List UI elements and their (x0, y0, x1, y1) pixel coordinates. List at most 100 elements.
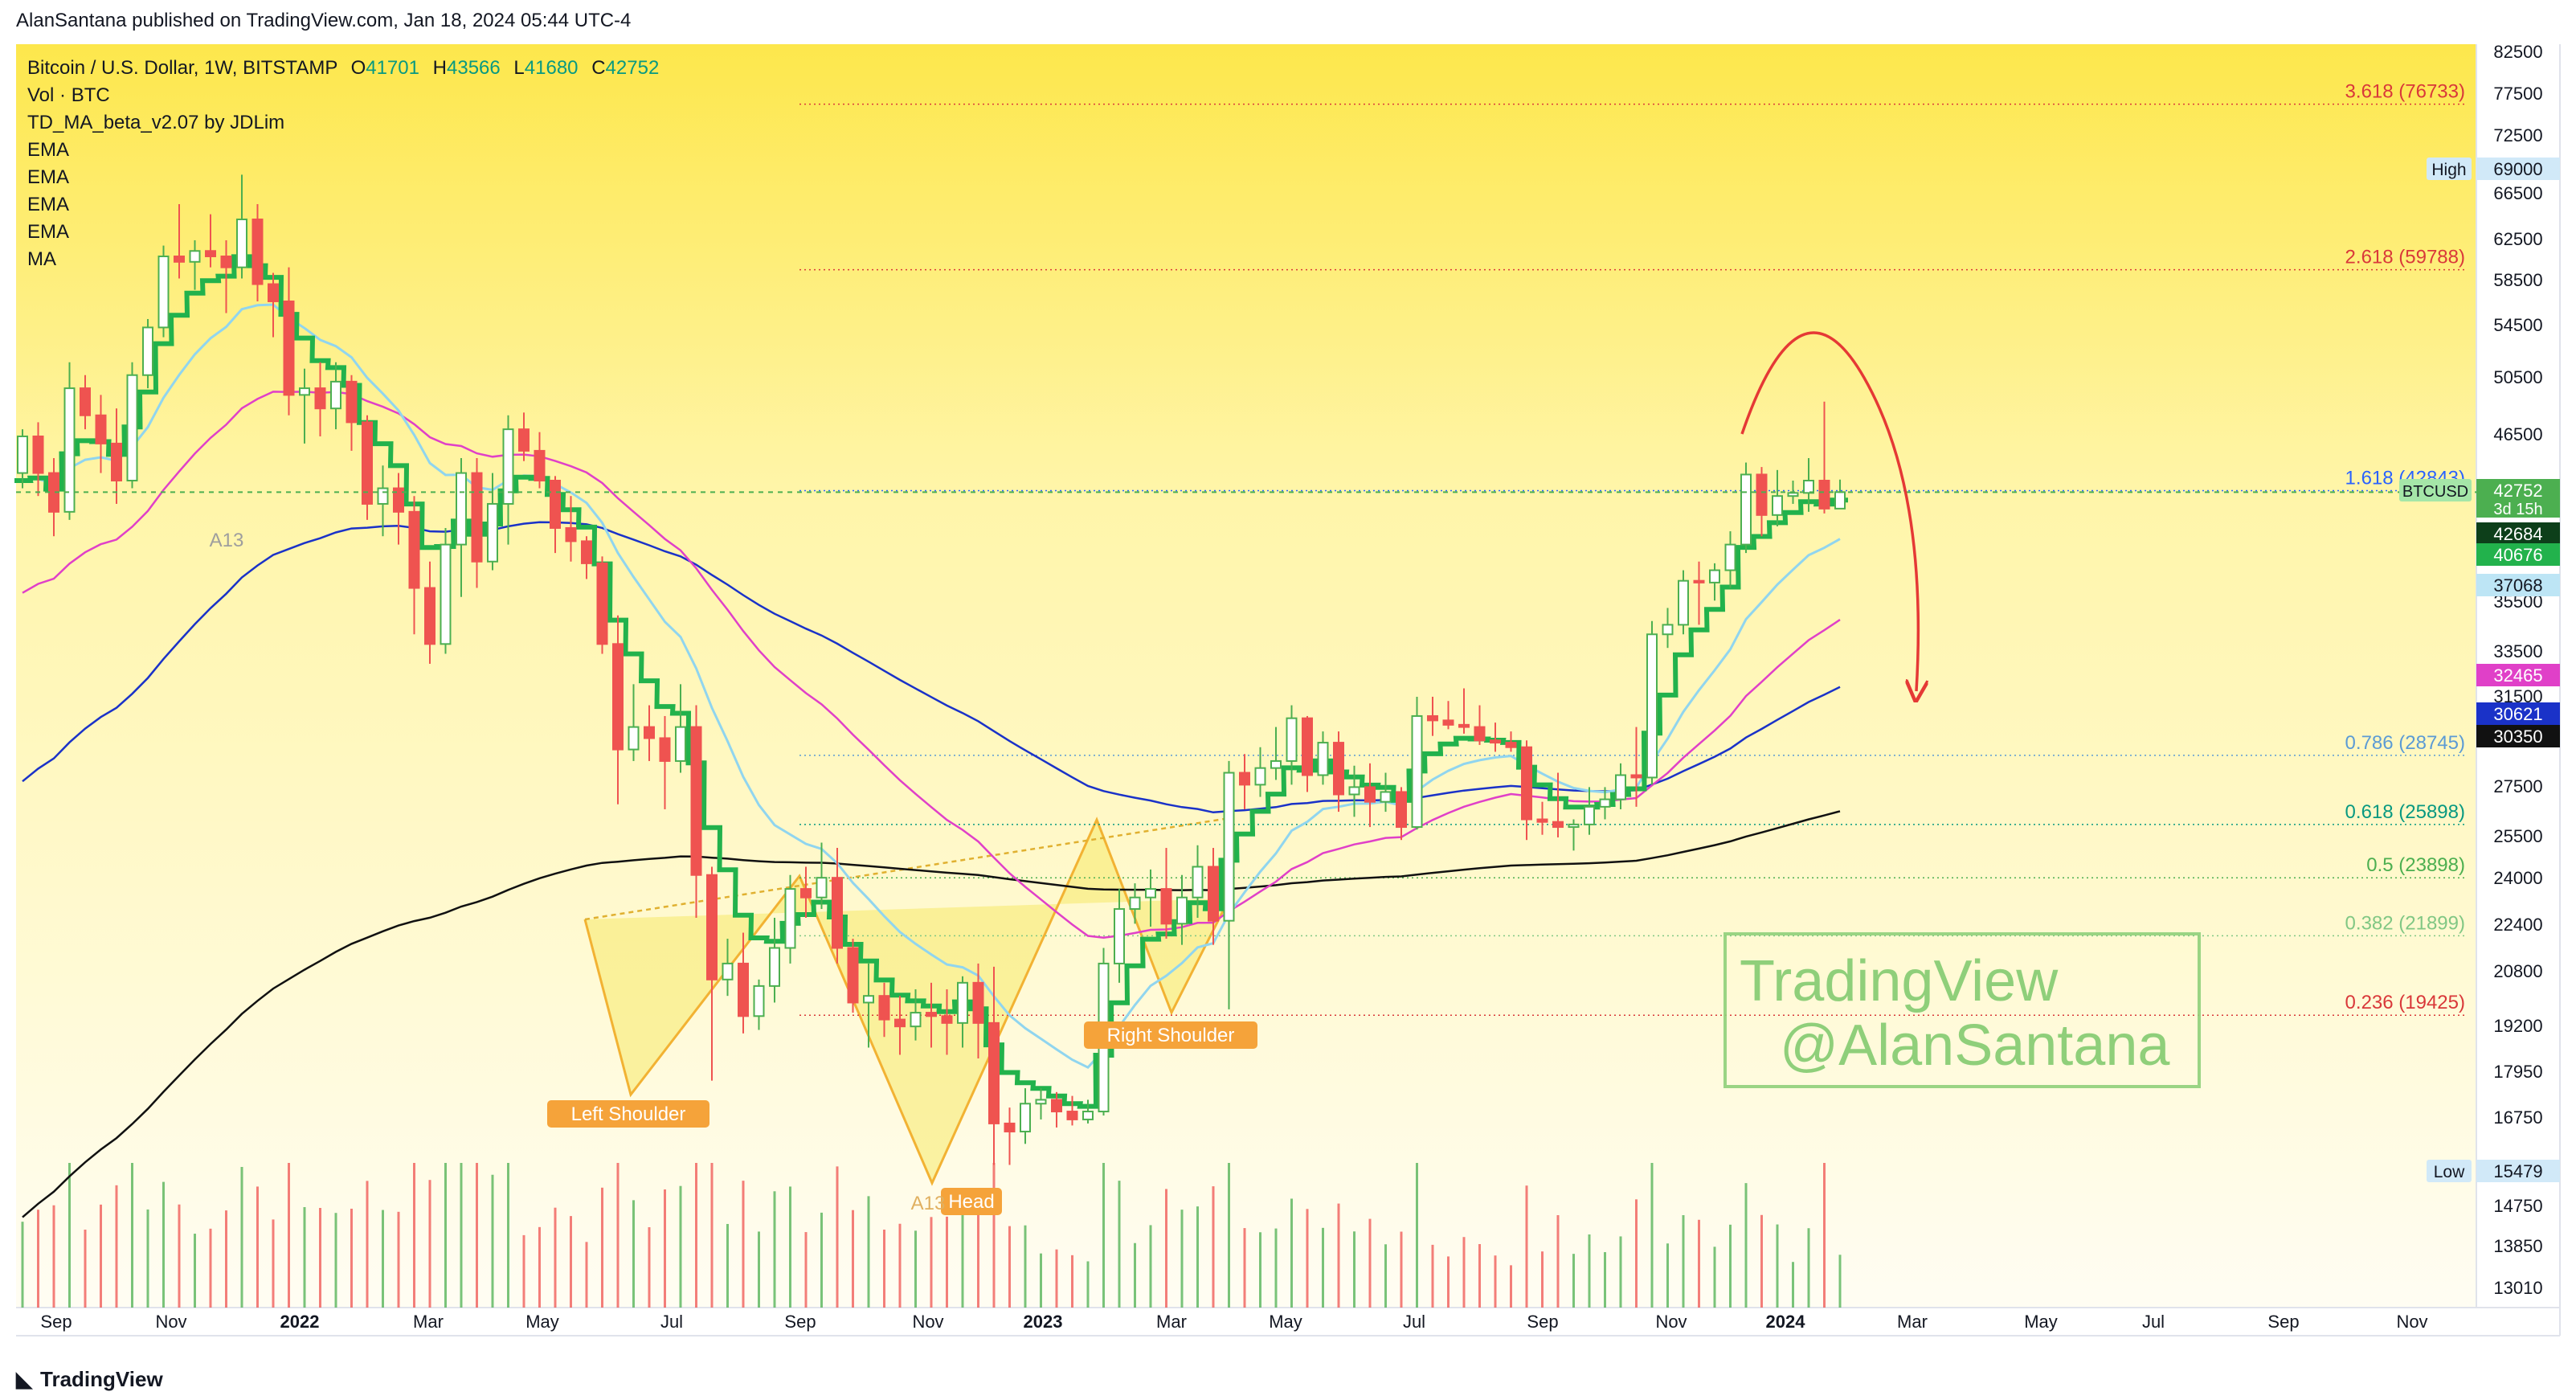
watermark-line-1: TradingView (1740, 949, 2059, 1013)
volume-bar (225, 1210, 227, 1308)
legend-indicator-ema-4[interactable]: EMA (27, 221, 70, 243)
candle (659, 737, 671, 762)
candle (1066, 1111, 1078, 1120)
volume-bar (1760, 1214, 1763, 1308)
volume-bar (695, 1163, 697, 1308)
x-tick-label: 2022 (280, 1312, 320, 1332)
candle (675, 726, 686, 762)
candle (800, 888, 812, 899)
x-tick-label: Nov (912, 1312, 943, 1332)
price-tag-countdown: 3d 15h (2493, 501, 2542, 518)
volume-bar (710, 1163, 714, 1308)
candle (1364, 786, 1376, 803)
candle (518, 428, 530, 452)
volume-bar (1384, 1244, 1387, 1308)
ma-line-black (22, 810, 1841, 1218)
candle (550, 480, 561, 529)
candle (283, 300, 295, 396)
legend-indicator-ema-3[interactable]: EMA (27, 194, 70, 215)
fib-label-3: 0.786 (28745) (2345, 732, 2465, 754)
volume-bar (1838, 1255, 1842, 1308)
volume-bar (382, 1210, 384, 1308)
legend-close: 42752 (605, 57, 660, 79)
volume-bar (742, 1181, 745, 1308)
volume-bar (930, 1217, 933, 1308)
legend-indicator-ema-2[interactable]: EMA (27, 166, 70, 188)
price-tag-bg (2476, 543, 2560, 566)
volume-bar (37, 1210, 39, 1308)
candle (330, 380, 341, 410)
volume-bar (507, 1163, 509, 1308)
legend-symbol[interactable]: Bitcoin / U.S. Dollar, 1W, BITSTAMP (27, 57, 337, 79)
footer-brand[interactable]: ◣ TradingView (16, 1367, 163, 1392)
volume-bar (1416, 1163, 1418, 1308)
candle (1286, 717, 1298, 762)
low-label-bg (2427, 1160, 2472, 1182)
candle (1145, 888, 1156, 899)
volume-bar (1212, 1186, 1215, 1308)
volume-bar (1823, 1163, 1826, 1308)
candle (251, 218, 264, 285)
candle (1396, 791, 1407, 829)
legend-indicator-ma[interactable]: MA (27, 248, 56, 270)
candle (1129, 896, 1141, 911)
candle (142, 326, 153, 376)
volume-bar (820, 1212, 823, 1308)
candle (80, 387, 91, 416)
legend-indicator-volume[interactable]: Vol · BTC (27, 84, 110, 106)
volume-bar (632, 1200, 635, 1308)
candle (1411, 714, 1423, 829)
high-label-bg (2427, 158, 2472, 180)
candle (565, 526, 577, 542)
volume-bar (867, 1196, 870, 1308)
symbol-tag: BTCUSD (2402, 483, 2468, 501)
candle (534, 449, 546, 482)
volume-bar (1306, 1209, 1309, 1308)
price-tag-bg (2476, 479, 2560, 518)
candle (1709, 569, 1720, 583)
x-tick-label: May (2024, 1312, 2058, 1332)
chart-legend: Bitcoin / U.S. Dollar, 1W, BITSTAMP O417… (27, 55, 659, 273)
candle (1239, 772, 1250, 786)
volume-bar (1494, 1255, 1497, 1308)
volume-bar (1180, 1210, 1184, 1308)
candle (1490, 739, 1501, 744)
price-tag-bg (2476, 725, 2560, 747)
volume-bar (178, 1204, 181, 1308)
candle (189, 250, 201, 263)
candle (1458, 723, 1470, 728)
fib-label-0: 3.618 (76733) (2345, 81, 2465, 103)
candle (111, 442, 122, 482)
volume-bar (664, 1189, 666, 1308)
volume-bar (648, 1227, 651, 1308)
y-tick-label: 46500 (2493, 424, 2542, 444)
candle (1160, 888, 1172, 925)
volume-bar (272, 1219, 275, 1308)
volume-bar (679, 1185, 682, 1308)
volume-bar (1713, 1246, 1716, 1308)
volume-bar (1744, 1183, 1748, 1308)
volume-bar (601, 1187, 603, 1308)
candle (1380, 791, 1392, 803)
candle (157, 256, 170, 329)
x-tick-label: Jul (2142, 1312, 2165, 1332)
fib-label-7: 0.236 (19425) (2345, 992, 2465, 1013)
volume-bar (1290, 1198, 1293, 1308)
volume-bar (1807, 1228, 1810, 1308)
y-tick-label: 54500 (2493, 315, 2542, 335)
legend-indicator-td[interactable]: TD_MA_beta_v2.07 by JDLim (27, 112, 285, 133)
publisher-caption: AlanSantana published on TradingView.com… (16, 10, 632, 31)
volume-bar (836, 1166, 839, 1308)
legend-indicator-ema-1[interactable]: EMA (27, 139, 70, 161)
candle (1505, 742, 1517, 748)
candle (690, 726, 702, 876)
volume-bar (1604, 1252, 1606, 1308)
volume-bar (992, 1163, 996, 1308)
volume-bar (522, 1234, 525, 1308)
candle (910, 1012, 922, 1028)
volume-bar (68, 1163, 71, 1308)
volume-bar (1635, 1199, 1638, 1308)
volume-bar (616, 1163, 619, 1308)
candle (1348, 786, 1360, 796)
